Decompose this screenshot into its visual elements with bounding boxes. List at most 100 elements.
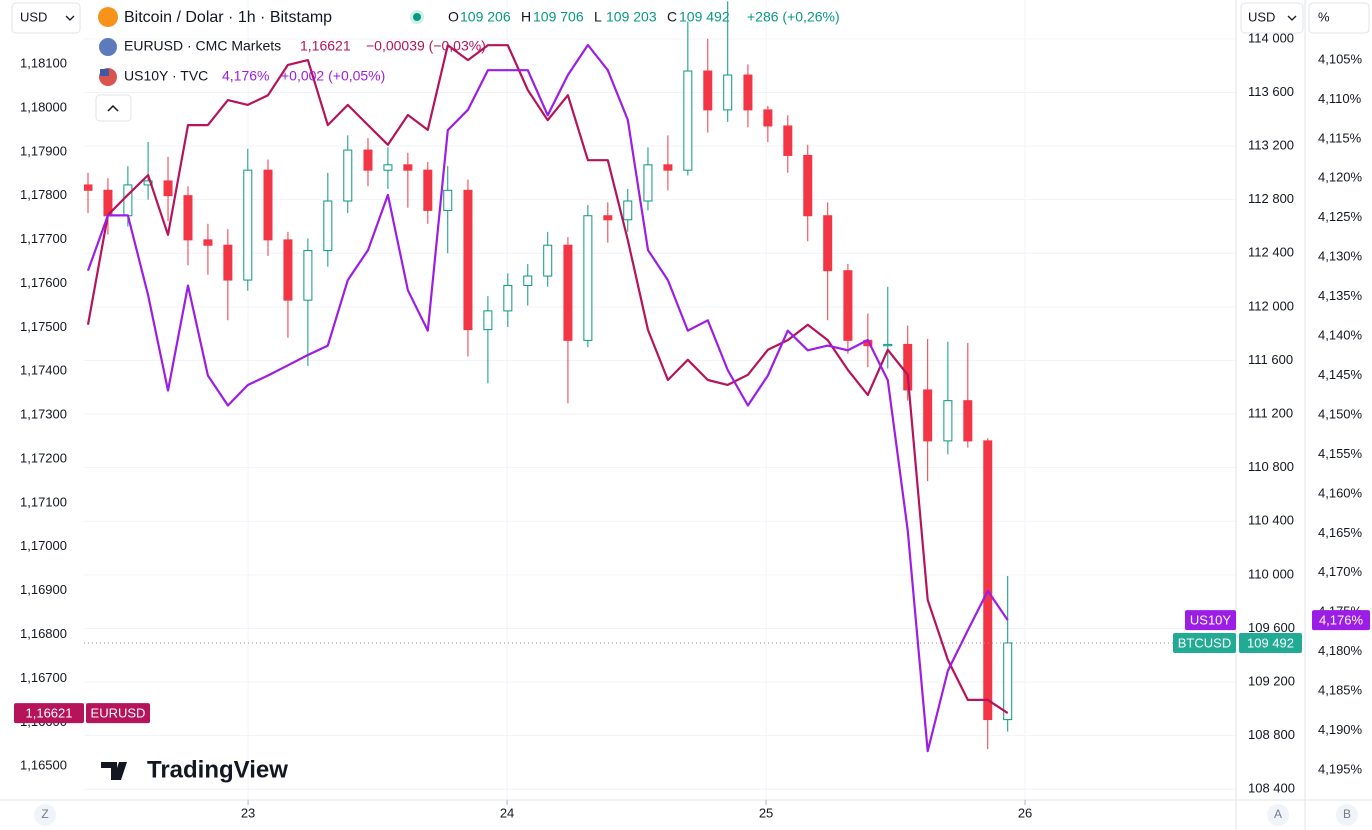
candle-body bbox=[743, 74, 753, 111]
y-tick-label: 110 000 bbox=[1248, 566, 1294, 581]
price-tag-label: 1,16621 bbox=[26, 706, 73, 721]
candle-body bbox=[263, 169, 273, 241]
candle-body bbox=[903, 343, 913, 391]
candle-body bbox=[663, 164, 673, 171]
candle-body bbox=[783, 125, 793, 156]
y2-tick-label: 1,17400 bbox=[20, 363, 67, 378]
candle-body bbox=[823, 215, 833, 272]
y3-tick-label: 4,185% bbox=[1318, 683, 1363, 698]
candle-body bbox=[883, 343, 893, 347]
y3-tick-label: 4,160% bbox=[1318, 485, 1363, 500]
price-tag-label: US10Y bbox=[1190, 613, 1232, 628]
eurusd-icon bbox=[99, 38, 117, 56]
ohlc-change: +286 (+0,26%) bbox=[747, 9, 840, 25]
axis-button-label: B bbox=[1343, 807, 1351, 821]
candle-body bbox=[343, 149, 353, 202]
axis-button[interactable] bbox=[1336, 804, 1358, 826]
x-tick-label: 26 bbox=[1018, 805, 1032, 820]
price-tag bbox=[1312, 610, 1370, 631]
y3-tick-label: 4,190% bbox=[1318, 722, 1363, 737]
y2-tick-label: 1,16500 bbox=[20, 758, 67, 773]
y-tick-label: 108 800 bbox=[1248, 727, 1295, 742]
plot-area bbox=[84, 1, 1236, 753]
axis-button[interactable] bbox=[34, 804, 56, 826]
y3-tick-label: 4,140% bbox=[1318, 328, 1363, 343]
ohlc-key: H bbox=[521, 9, 531, 25]
series-line bbox=[86, 44, 1009, 715]
percent-label: % bbox=[1318, 9, 1330, 24]
candle-body bbox=[423, 169, 433, 211]
series-line bbox=[86, 43, 1009, 753]
candle-body bbox=[503, 284, 513, 312]
candle-body bbox=[563, 244, 573, 341]
y2-tick-label: 1,16900 bbox=[20, 582, 67, 597]
y2-tick-label: 1,17700 bbox=[20, 231, 67, 246]
price-tag bbox=[86, 703, 150, 724]
candle-body bbox=[183, 195, 193, 241]
price-tags: BTCUSD 109 492 US10Y 4,176% 1,16621 EURUSD bbox=[14, 610, 1370, 724]
candle-body bbox=[123, 184, 133, 217]
candle-body bbox=[483, 310, 493, 331]
y3-tick-label: 4,165% bbox=[1318, 525, 1363, 540]
candle-body bbox=[323, 200, 333, 252]
bitcoin-icon bbox=[98, 7, 118, 27]
legend-name: EURUSD · CMC Markets bbox=[124, 38, 281, 54]
y3-tick-label: 4,110% bbox=[1318, 91, 1362, 106]
dropdown-arrow bbox=[65, 15, 75, 21]
percent-button[interactable] bbox=[1308, 2, 1370, 34]
legend-name: US10Y · TVC bbox=[124, 68, 208, 84]
y-tick-label: 110 400 bbox=[1248, 513, 1294, 528]
y-tick-label: 111 200 bbox=[1248, 406, 1293, 421]
candle-body bbox=[443, 189, 453, 211]
legend-value: 1,16621 bbox=[300, 38, 351, 54]
ohlc-value: 109 206 bbox=[460, 9, 511, 25]
candle-body bbox=[163, 180, 173, 197]
axis-button-label: A bbox=[1274, 807, 1282, 821]
y-tick-label: 112 800 bbox=[1248, 191, 1294, 206]
y2-tick-label: 1,17200 bbox=[20, 450, 67, 465]
y3-tick-label: 4,195% bbox=[1318, 761, 1363, 776]
candle-body bbox=[763, 109, 773, 127]
price-tag bbox=[1239, 632, 1302, 653]
y3-tick-label: 4,170% bbox=[1318, 564, 1363, 579]
logo-mark bbox=[101, 762, 127, 780]
price-tag-label: 4,176% bbox=[1319, 613, 1364, 628]
y2-tick-label: 1,18000 bbox=[20, 99, 67, 114]
price-tag-label: BTCUSD bbox=[1178, 635, 1231, 650]
candle-body bbox=[623, 200, 633, 221]
price-tag-label: EURUSD bbox=[91, 706, 146, 721]
ohlc-value: 109 706 bbox=[533, 9, 584, 25]
dropdown-arrow bbox=[1287, 15, 1297, 21]
y3-tick-label: 4,105% bbox=[1318, 51, 1363, 66]
currency-dropdown[interactable] bbox=[11, 2, 81, 34]
ohlc-legend: O 109 206 H 109 706 L 109 203 C 109 492 +286 (+0… bbox=[448, 9, 840, 25]
ohlc-value: 109 203 bbox=[606, 9, 657, 25]
x-tick-label: 23 bbox=[241, 805, 255, 820]
candle-body bbox=[223, 244, 233, 281]
candle-body bbox=[1003, 642, 1013, 721]
candle-body bbox=[643, 164, 653, 202]
candle-body bbox=[203, 239, 213, 246]
currency-dropdown[interactable] bbox=[1240, 2, 1304, 34]
collapse-button[interactable] bbox=[95, 94, 132, 122]
candle-body bbox=[543, 244, 553, 277]
candle-body bbox=[84, 184, 93, 191]
grid bbox=[84, 0, 1236, 800]
candle-body bbox=[843, 270, 853, 341]
candle-body bbox=[243, 169, 253, 281]
y3-tick-label: 4,130% bbox=[1318, 249, 1363, 264]
legend-value: 4,176% bbox=[222, 68, 269, 84]
y2-tick-label: 1,17000 bbox=[20, 538, 67, 553]
y2-tick-label: 1,17100 bbox=[20, 494, 67, 509]
price-tag bbox=[1173, 632, 1236, 653]
y-tick-label: 114 000 bbox=[1248, 30, 1294, 45]
price-tag bbox=[14, 703, 84, 724]
ohlc-key: O bbox=[448, 9, 459, 25]
candle-body bbox=[363, 149, 373, 171]
y3-tick-label: 4,120% bbox=[1318, 170, 1363, 185]
y-tick-label: 112 000 bbox=[1248, 298, 1294, 313]
price-tag bbox=[1185, 610, 1236, 631]
series-legend: EURUSD · CMC Markets 1,16621 −0,00039 (−0,… bbox=[124, 38, 486, 84]
axis-button[interactable] bbox=[1267, 804, 1289, 826]
